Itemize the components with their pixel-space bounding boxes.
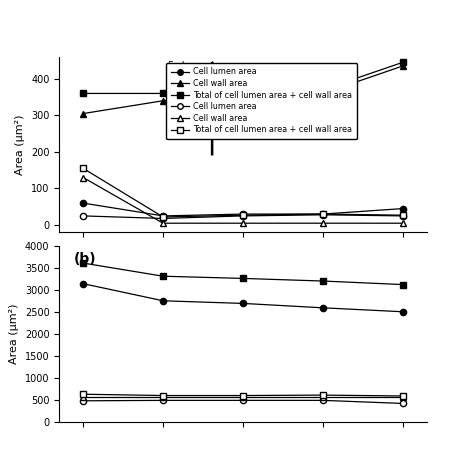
Text: |: | — [207, 125, 217, 155]
Text: Latewood: Latewood — [168, 125, 211, 134]
Y-axis label: Area (μm²): Area (μm²) — [16, 114, 26, 175]
Legend: Cell lumen area, Cell wall area, Total of cell lumen area + cell wall area, Cell: Cell lumen area, Cell wall area, Total o… — [166, 63, 356, 139]
Text: Earlywood: Earlywood — [168, 61, 215, 70]
Y-axis label: Area (μm²): Area (μm²) — [9, 304, 19, 365]
Text: |: | — [207, 61, 217, 92]
Text: (b): (b) — [74, 252, 97, 265]
